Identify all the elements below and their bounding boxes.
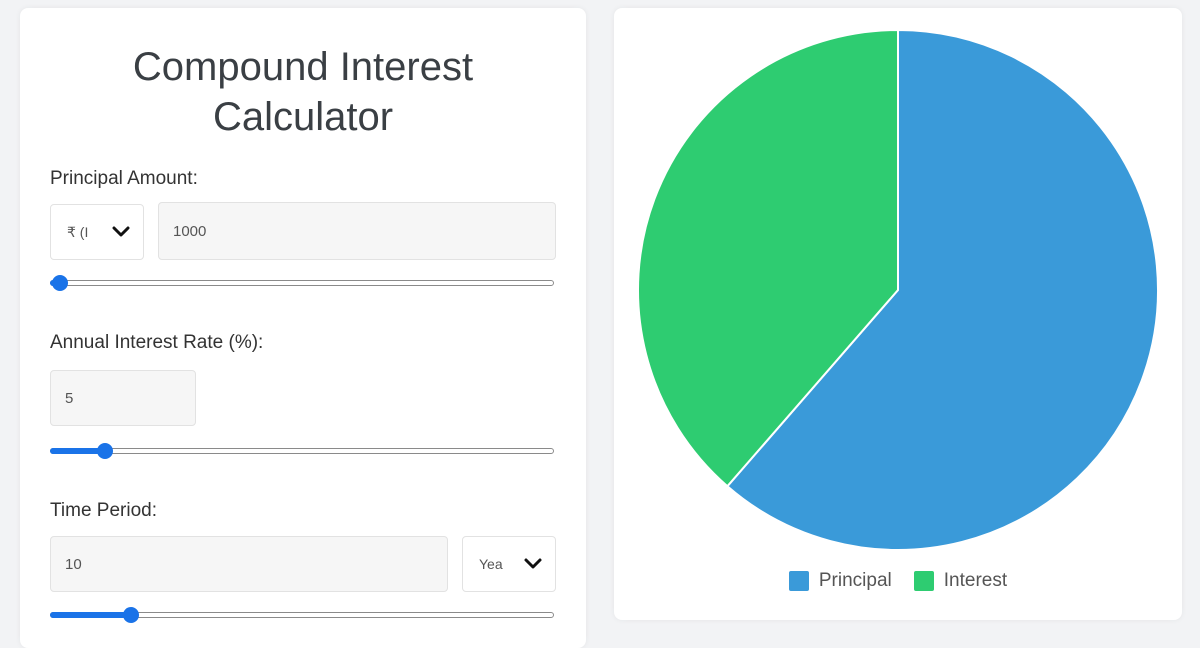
principal-input-value: 1000 bbox=[173, 222, 207, 240]
slider-thumb[interactable] bbox=[123, 607, 139, 623]
legend-item-principal[interactable]: Principal bbox=[788, 570, 892, 592]
title-line-2: Calculator bbox=[212, 95, 394, 139]
slider-thumb[interactable] bbox=[52, 275, 68, 291]
time-input[interactable]: 10 bbox=[50, 536, 448, 592]
chevron-down-icon bbox=[112, 226, 130, 237]
time-unit-select[interactable]: Yea bbox=[462, 536, 556, 592]
rate-label: Annual Interest Rate (%): bbox=[50, 332, 264, 353]
slider-track bbox=[50, 448, 554, 454]
legend-swatch bbox=[913, 571, 934, 591]
pie-slice-interest[interactable] bbox=[637, 28, 899, 488]
rate-input-value: 5 bbox=[65, 389, 74, 407]
page-title: Compound Interest Calculator bbox=[20, 42, 586, 142]
rate-input[interactable]: 5 bbox=[50, 370, 196, 426]
time-slider[interactable] bbox=[50, 606, 554, 626]
time-input-value: 10 bbox=[65, 555, 82, 573]
time-unit-select-value: Yea bbox=[479, 556, 503, 572]
principal-input[interactable]: 1000 bbox=[158, 202, 556, 260]
legend-label: Interest bbox=[943, 570, 1008, 591]
currency-select[interactable]: ₹ (I bbox=[50, 204, 144, 260]
principal-slider[interactable] bbox=[50, 274, 554, 294]
calculator-panel: Compound Interest Calculator Principal A… bbox=[20, 8, 586, 648]
currency-select-value: ₹ (I bbox=[67, 223, 89, 240]
chart-panel: Principal Interest bbox=[614, 8, 1182, 620]
pie-slice-principal[interactable] bbox=[725, 28, 1159, 551]
slider-fill bbox=[50, 612, 131, 618]
principal-label: Principal Amount: bbox=[50, 168, 198, 189]
chart-legend: Principal Interest bbox=[614, 570, 1182, 592]
pie-chart bbox=[637, 28, 1159, 551]
chevron-down-icon bbox=[524, 558, 542, 569]
legend-label: Principal bbox=[818, 570, 892, 591]
time-label: Time Period: bbox=[50, 500, 157, 521]
slider-thumb[interactable] bbox=[97, 443, 113, 459]
legend-swatch bbox=[788, 571, 809, 591]
legend-item-interest[interactable]: Interest bbox=[913, 570, 1008, 592]
title-line-1: Compound Interest bbox=[132, 45, 474, 89]
rate-slider[interactable] bbox=[50, 442, 554, 462]
slider-fill bbox=[50, 448, 105, 454]
slider-track bbox=[50, 280, 554, 286]
